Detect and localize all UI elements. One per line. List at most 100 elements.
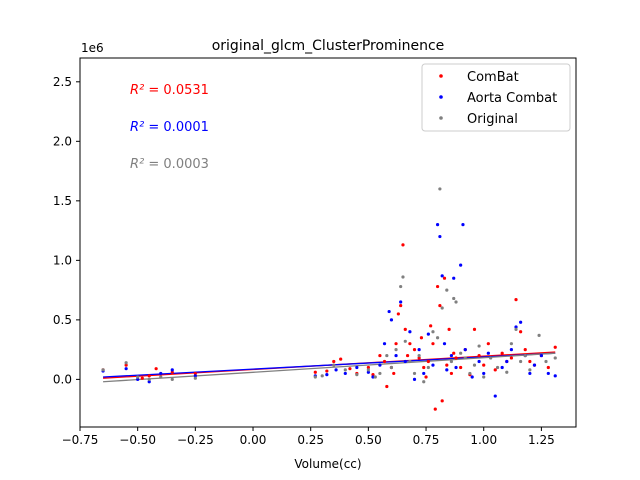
data-point-s0-8 [325, 369, 329, 373]
data-point-s1-14 [378, 363, 382, 367]
data-point-s0-41 [447, 327, 451, 331]
x-tick-label: 0.75 [413, 433, 440, 447]
data-point-s1-4 [159, 371, 163, 376]
data-point-s1-21 [408, 330, 412, 334]
data-point-s2-38 [477, 344, 481, 348]
data-point-s0-11 [348, 367, 352, 371]
data-point-s1-52 [546, 371, 550, 376]
x-tick-label: 0.25 [297, 433, 324, 447]
data-point-s1-5 [170, 368, 174, 372]
x-tick-label: −0.25 [177, 433, 214, 447]
data-point-s1-1 [124, 367, 128, 371]
data-point-s2-41 [495, 365, 500, 370]
legend-marker [439, 95, 443, 99]
data-point-s2-50 [553, 356, 557, 360]
data-point-s1-38 [470, 375, 474, 379]
data-point-s1-30 [442, 342, 447, 346]
data-point-s2-42 [505, 370, 509, 374]
data-point-s0-53 [500, 351, 504, 355]
data-point-s0-14 [371, 373, 375, 377]
data-point-s1-37 [463, 348, 467, 352]
x-tick-label: 1.25 [528, 433, 555, 447]
r-squared-annotations: R² = 0.0531 R² = 0.0001 R² = 0.0003 [130, 83, 209, 172]
y-tick-label: 2.5 [53, 75, 72, 89]
x-tick-label: 0.00 [240, 433, 267, 447]
data-point-s1-33 [452, 276, 456, 280]
data-point-s2-9 [332, 363, 336, 367]
trend-line-1 [103, 352, 556, 378]
data-point-s2-35 [463, 356, 467, 360]
data-point-s0-51 [486, 342, 490, 346]
data-point-s1-39 [477, 359, 481, 364]
data-point-s1-27 [435, 223, 440, 227]
data-point-s2-22 [412, 371, 417, 376]
data-point-s0-32 [426, 359, 430, 364]
data-point-s1-9 [334, 368, 338, 372]
data-point-s0-52 [493, 368, 497, 372]
r-squared-text: R² = 0.0003 [130, 157, 209, 172]
data-point-s1-26 [431, 363, 435, 367]
legend-label: Aorta Combat [467, 91, 557, 106]
data-point-s1-44 [505, 359, 509, 364]
data-point-s2-43 [509, 342, 514, 346]
data-points [101, 187, 557, 411]
data-point-s2-13 [373, 375, 377, 379]
data-point-s2-14 [378, 371, 382, 376]
data-point-s0-1 [124, 363, 128, 367]
data-point-s0-29 [419, 336, 424, 340]
x-tick-label: 1.00 [470, 433, 497, 447]
data-point-s1-32 [449, 353, 454, 358]
data-point-s0-17 [385, 384, 389, 389]
data-point-s1-10 [343, 371, 347, 376]
data-point-s0-21 [396, 312, 400, 316]
data-point-s0-20 [394, 342, 398, 346]
data-point-s0-26 [408, 342, 412, 346]
data-point-s1-34 [454, 365, 458, 370]
data-point-s0-24 [403, 327, 407, 331]
y-tick-label: 1.0 [53, 253, 72, 267]
data-point-s2-25 [426, 365, 430, 370]
data-point-s1-41 [486, 351, 490, 355]
data-point-s2-7 [313, 375, 317, 379]
data-point-s0-16 [382, 359, 387, 364]
data-point-s1-36 [461, 223, 465, 227]
data-point-s2-23 [417, 353, 421, 358]
data-point-s2-19 [401, 275, 405, 279]
data-point-s0-45 [459, 365, 463, 370]
data-point-s1-17 [389, 318, 394, 322]
data-point-s0-22 [399, 303, 403, 308]
data-point-s1-8 [325, 373, 329, 377]
legend-label: Original [467, 112, 518, 127]
data-point-s2-12 [366, 368, 370, 372]
data-point-s2-46 [523, 353, 527, 358]
data-point-s1-16 [387, 309, 391, 314]
data-point-s1-12 [366, 370, 370, 374]
axes: −0.75 −0.50 −0.25 0.00 0.25 0.50 0.75 1.00 1.25 0… [53, 57, 577, 447]
data-point-s0-25 [405, 353, 410, 358]
data-point-s2-45 [519, 359, 523, 364]
data-point-s2-47 [528, 368, 532, 372]
data-point-s2-2 [136, 375, 140, 379]
data-point-s2-6 [193, 376, 197, 380]
data-point-s0-35 [433, 407, 437, 411]
data-point-s0-3 [147, 374, 151, 378]
y-tick-label: 0.5 [53, 313, 72, 327]
x-axis-label: Volume(cc) [294, 457, 361, 471]
data-point-s0-63 [553, 345, 557, 349]
data-point-s2-8 [320, 374, 324, 378]
x-tick-label: −0.75 [62, 433, 99, 447]
data-point-s2-28 [438, 187, 442, 191]
data-point-s1-53 [553, 374, 557, 378]
data-point-s2-1 [124, 361, 128, 365]
data-point-s2-11 [355, 373, 359, 377]
data-point-s1-19 [399, 300, 403, 304]
data-point-s2-33 [454, 300, 458, 304]
legend-marker [439, 116, 443, 120]
data-point-s1-49 [528, 371, 532, 376]
legend-label: ComBat [467, 70, 519, 85]
data-point-s2-5 [170, 377, 174, 381]
data-point-s0-43 [452, 351, 456, 355]
data-point-s0-23 [401, 243, 405, 247]
data-point-s2-36 [468, 371, 472, 376]
